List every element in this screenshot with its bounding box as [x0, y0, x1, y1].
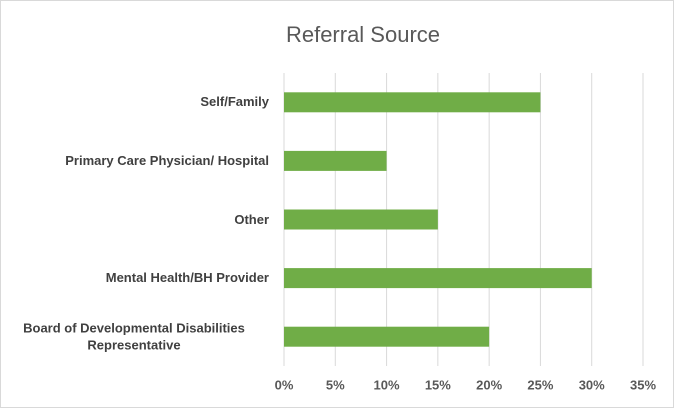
y-tick-label: Primary Care Physician/ Hospital [65, 152, 269, 168]
bar [284, 150, 387, 171]
x-tick-label: 0% [275, 377, 294, 392]
y-tick-label-box: Board of Developmental Disabilities Repr… [0, 319, 269, 354]
x-tick-label: 15% [425, 377, 451, 392]
y-tick-label: Other [234, 211, 269, 227]
x-tick-label: 20% [476, 377, 502, 392]
bar [284, 326, 490, 347]
x-tick-label: 5% [326, 377, 345, 392]
y-tick-label-box: Mental Health/BH Provider [0, 269, 269, 287]
x-tick-label: 25% [527, 377, 553, 392]
chart-title: Referral Source [285, 22, 441, 47]
y-tick-label: Board of Developmental Disabilities Repr… [23, 320, 245, 353]
bar [284, 209, 438, 230]
y-tick-label-box: Primary Care Physician/ Hospital [0, 152, 269, 170]
x-tick-label: 10% [374, 377, 400, 392]
y-tick-label-box: Self/Family [0, 93, 269, 111]
y-tick-label-box: Other [0, 211, 269, 229]
x-tick-label: 30% [579, 377, 605, 392]
y-tick-label: Self/Family [200, 94, 269, 110]
bar [284, 92, 541, 113]
bar [284, 268, 592, 289]
x-tick-label: 35% [630, 377, 656, 392]
y-tick-label: Mental Health/BH Provider [105, 270, 269, 286]
